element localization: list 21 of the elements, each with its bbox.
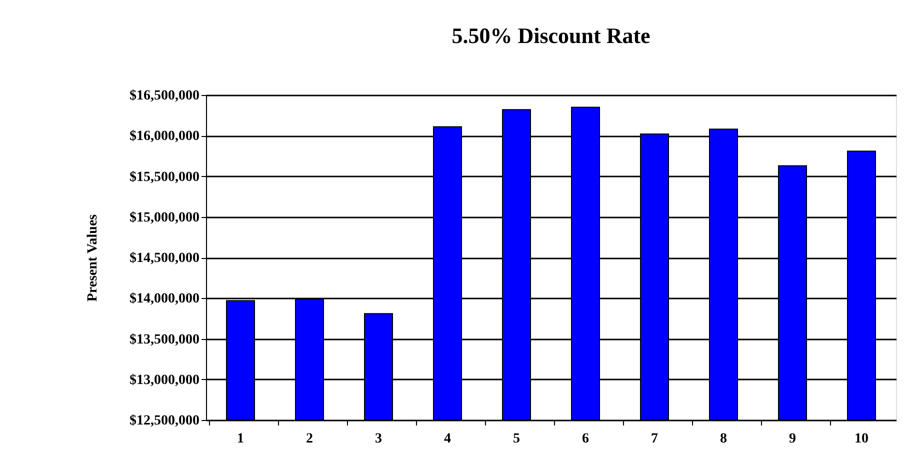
x-tick-label: 1	[237, 432, 244, 446]
x-tick-label: 9	[789, 432, 796, 446]
x-tick-label: 2	[306, 432, 313, 446]
x-tick-label: 6	[582, 432, 589, 446]
y-tick-label: $16,000,000	[130, 129, 200, 144]
y-tick-label: $15,000,000	[130, 210, 200, 226]
x-tick-label: 10	[854, 432, 868, 446]
x-tick-label: 7	[651, 432, 658, 446]
y-tick-label: $14,000,000	[130, 292, 200, 307]
y-axis-title: Present Values	[86, 214, 100, 302]
x-tick-label: 3	[375, 432, 382, 446]
x-tick-label: 4	[444, 432, 451, 446]
y-tick-label: $15,500,000	[130, 170, 200, 185]
x-tick-label: 5	[513, 432, 520, 446]
y-tick-label: $12,500,000	[130, 414, 200, 428]
chart-title: 5.50% Discount Rate	[452, 23, 651, 48]
y-tick-label: $13,000,000	[130, 372, 200, 388]
y-tick-label: $14,500,000	[130, 251, 200, 266]
x-tick-label: 8	[720, 432, 727, 446]
y-tick-label: $13,500,000	[130, 332, 200, 348]
y-tick-label: $16,500,000	[130, 88, 200, 104]
